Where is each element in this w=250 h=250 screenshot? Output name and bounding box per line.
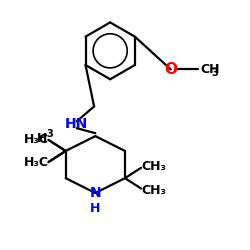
Text: H₃C: H₃C [24, 132, 49, 145]
Text: H: H [37, 132, 47, 145]
Text: N: N [90, 186, 101, 200]
Text: H₃C: H₃C [24, 156, 49, 169]
Text: 3: 3 [212, 68, 218, 78]
Text: CH₃: CH₃ [142, 184, 167, 196]
Text: O: O [164, 62, 177, 77]
Text: HN: HN [65, 117, 88, 131]
Text: CH₃: CH₃ [142, 160, 167, 173]
Text: CH: CH [200, 63, 220, 76]
Text: H: H [90, 202, 101, 215]
Text: 3: 3 [46, 128, 53, 138]
